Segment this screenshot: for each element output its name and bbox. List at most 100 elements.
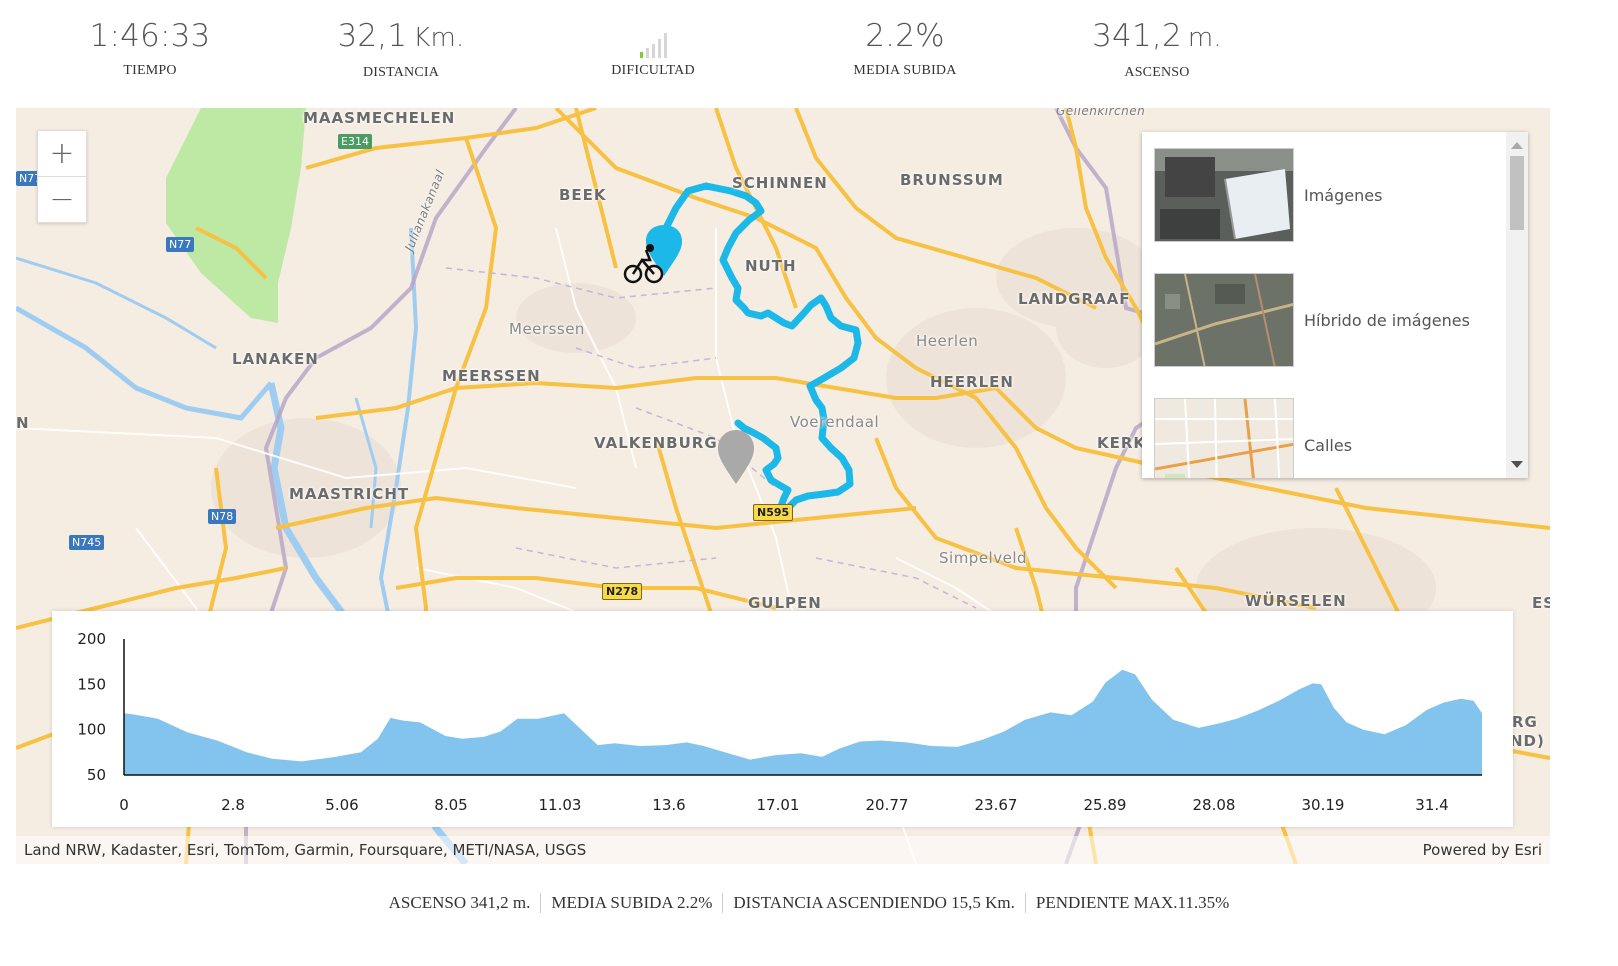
x-tick-label: 28.08 [1193,796,1236,814]
summary-ascent: ASCENSO 341,2 m. [388,893,531,912]
ascent-unit: m. [1187,23,1222,53]
x-tick-label: 2.8 [221,796,245,814]
shield-n595: N595 [753,504,794,521]
label-kerk: KERK [1097,434,1147,452]
label-brunssum: BRUNSSUM [900,171,1004,189]
time-value: 1:46:33 [89,18,211,54]
label-edge-nd: ND) [1510,732,1545,750]
x-tick-label: 31.4 [1415,796,1448,814]
x-tick-label: 30.19 [1302,796,1345,814]
label-edge-n: N [16,414,30,432]
scroll-down-arrow[interactable] [1511,461,1523,468]
basemap-imagery[interactable]: Imágenes [1154,146,1504,244]
stat-time: 1:46:33 TIEMPO [40,12,260,79]
avg-climb-label: MEDIA SUBIDA [853,63,957,78]
route-summary: ASCENSO 341,2 m. MEDIA SUBIDA 2.2% DISTANC… [0,893,1618,913]
basemap-gallery: Imágenes Híbrido de imágenes [1142,132,1528,478]
cyclist-head [646,244,654,252]
x-tick-label: 8.05 [434,796,467,814]
label-maastricht: MAASTRICHT [289,485,410,503]
label-voerendaal: Voerendaal [790,413,880,431]
attribution-bar: Land NRW, Kadaster, Esri, TomTom, Garmin… [16,836,1550,864]
label-beek: BEEK [559,186,607,204]
stat-difficulty: DIFICULTAD [543,12,763,79]
x-tick-label: 5.06 [325,796,358,814]
start-pin [646,225,682,276]
label-landgraaf: LANDGRAAF [1018,290,1131,308]
summary-climbing-distance: DISTANCIA ASCENDIENDO 15,5 Km. [722,893,1025,913]
difficulty-bar [657,39,661,58]
x-tick-label: 23.67 [975,796,1018,814]
label-meerssen-town: Meerssen [509,320,585,338]
elevation-plot: 50 100 150 200 0 2.8 5.06 8.05 11.03 13.6 17.01 20.… [77,630,1482,814]
cyclist-icon [623,249,664,284]
distance-unit: Km. [413,23,465,53]
zoom-out-button[interactable]: − [38,176,86,222]
route-map[interactable]: MAASMECHELEN BEEK SCHINNEN BRUNSSUM NUTH… [16,108,1550,864]
basemap-hybrid-label: Híbrido de imágenes [1304,310,1470,330]
elevation-chart: 50 100 150 200 0 2.8 5.06 8.05 11.03 13.6 17.01 20.… [52,611,1513,827]
distance-number: 32,1 [337,18,408,54]
label-maasmechelen: MAASMECHELEN [303,109,456,127]
shield-n278: N278 [602,583,643,600]
label-valkenburg: VALKENBURG [594,434,718,452]
shield-n78: N78 [208,509,237,524]
label-nuth: NUTH [745,257,797,275]
attribution-right[interactable]: Powered by Esri [1422,841,1542,859]
difficulty-bars [543,12,763,60]
scroll-up-arrow[interactable] [1511,142,1523,149]
hybrid-thumbnail [1154,273,1294,367]
gallery-scrollbar[interactable] [1506,132,1528,478]
y-tick-label: 150 [77,675,106,693]
zoom-control: + − [37,130,87,223]
distance-label: DISTANCIA [362,65,440,80]
label-heerlen: HEERLEN [930,373,1014,391]
label-wurselen: WÜRSELEN [1245,592,1347,610]
difficulty-bar [651,44,655,58]
basemap-streets[interactable]: Calles [1154,396,1504,478]
basemap-hybrid[interactable]: Híbrido de imágenes [1154,271,1504,369]
ascent-value: 341,2 m. [1047,12,1267,62]
basemap-imagery-label: Imágenes [1304,185,1383,205]
stat-distance: 32,1 Km. DISTANCIA [291,12,511,81]
x-tick-label: 13.6 [652,796,685,814]
difficulty-bar [645,48,649,58]
label-lanaken: LANAKEN [232,350,319,368]
shield-n745: N745 [69,535,105,550]
avg-climb-value: 2.2% [865,18,945,54]
x-tick-label: 17.01 [757,796,800,814]
shield-n77: N77 [166,237,195,252]
attribution-left: Land NRW, Kadaster, Esri, TomTom, Garmin… [24,841,587,859]
basemap-streets-label: Calles [1304,435,1353,455]
difficulty-bar [663,33,667,58]
zoom-in-button[interactable]: + [49,136,75,171]
elevation-area [124,669,1482,775]
x-tick-label: 25.89 [1084,796,1127,814]
summary-avg-climb: MEDIA SUBIDA 2.2% [540,893,722,913]
x-tick-label: 20.77 [866,796,909,814]
label-gulpen: GULPEN [748,594,822,612]
x-tick-label: 0 [119,796,129,814]
ascent-label: ASCENSO [1124,65,1190,80]
y-tick-label: 100 [77,721,106,739]
streets-thumbnail [1154,398,1294,478]
distance-value: 32,1 Km. [291,12,511,62]
label-geilenkirchen: Geilenkirchen [1056,108,1146,118]
difficulty-bar [639,52,643,58]
y-tick-label: 50 [87,766,106,784]
x-tick-label: 11.03 [539,796,582,814]
label-schinnen: SCHINNEN [732,174,828,192]
scroll-thumb[interactable] [1510,156,1524,230]
label-simpelveld: Simpelveld [939,549,1028,567]
imagery-thumbnail [1154,148,1294,242]
label-meerssen: MEERSSEN [442,367,541,385]
stat-avg-climb: 2.2% MEDIA SUBIDA [795,12,1015,79]
green-area [166,108,306,323]
label-edge-es: ES [1532,594,1550,612]
difficulty-label: DIFICULTAD [611,63,695,78]
shield-e314: E314 [338,134,372,149]
time-label: TIEMPO [123,63,177,78]
label-edge-rg: RG [1512,713,1538,731]
y-tick-label: 200 [77,630,106,648]
end-pin [718,430,754,484]
